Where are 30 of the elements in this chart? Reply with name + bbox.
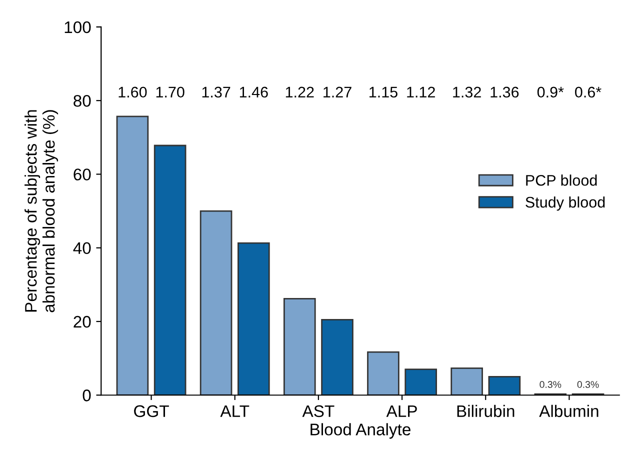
annotation: 1.36	[490, 86, 519, 98]
y-tick-label: 40	[73, 242, 91, 254]
annotation: 1.12	[407, 86, 435, 98]
x-tick-label: Albumin	[539, 404, 598, 418]
legend-label: Study blood	[526, 196, 605, 211]
annotation: 1.32	[453, 86, 481, 98]
annotation: 1.15	[370, 86, 398, 98]
y-tick-label: 100	[64, 21, 91, 34]
x-axis-title: Blood Analyte	[310, 423, 410, 439]
legend-label: PCP blood	[526, 174, 597, 186]
x-tick-label: Bilirubin	[457, 404, 514, 418]
y-tick-label: 60	[74, 168, 91, 180]
annotation: 1.70	[156, 86, 184, 98]
annotation: 1.46	[240, 86, 268, 98]
annotation: 0.6*	[575, 86, 602, 98]
x-tick-label: AST	[302, 405, 334, 418]
y-tick-label: 20	[74, 316, 91, 328]
x-tick-label: ALT	[220, 405, 250, 417]
y-tick-label: 0	[82, 390, 91, 402]
annotation: 1.27	[324, 86, 352, 98]
annotation: 1.37	[202, 86, 230, 98]
annotation: 0.9*	[537, 86, 564, 98]
data-label: 0.3%	[577, 381, 599, 388]
data-label: 0.3%	[540, 381, 562, 388]
y-axis-title: Percentage of subjects with abnormal blood analyte (%)	[24, 110, 58, 312]
y-tick-label: 80	[74, 94, 91, 107]
x-tick-label: ALP	[386, 405, 417, 417]
x-tick-label: GGT	[134, 405, 169, 418]
annotation: 1.22	[286, 86, 314, 98]
annotation: 1.60	[118, 86, 147, 98]
